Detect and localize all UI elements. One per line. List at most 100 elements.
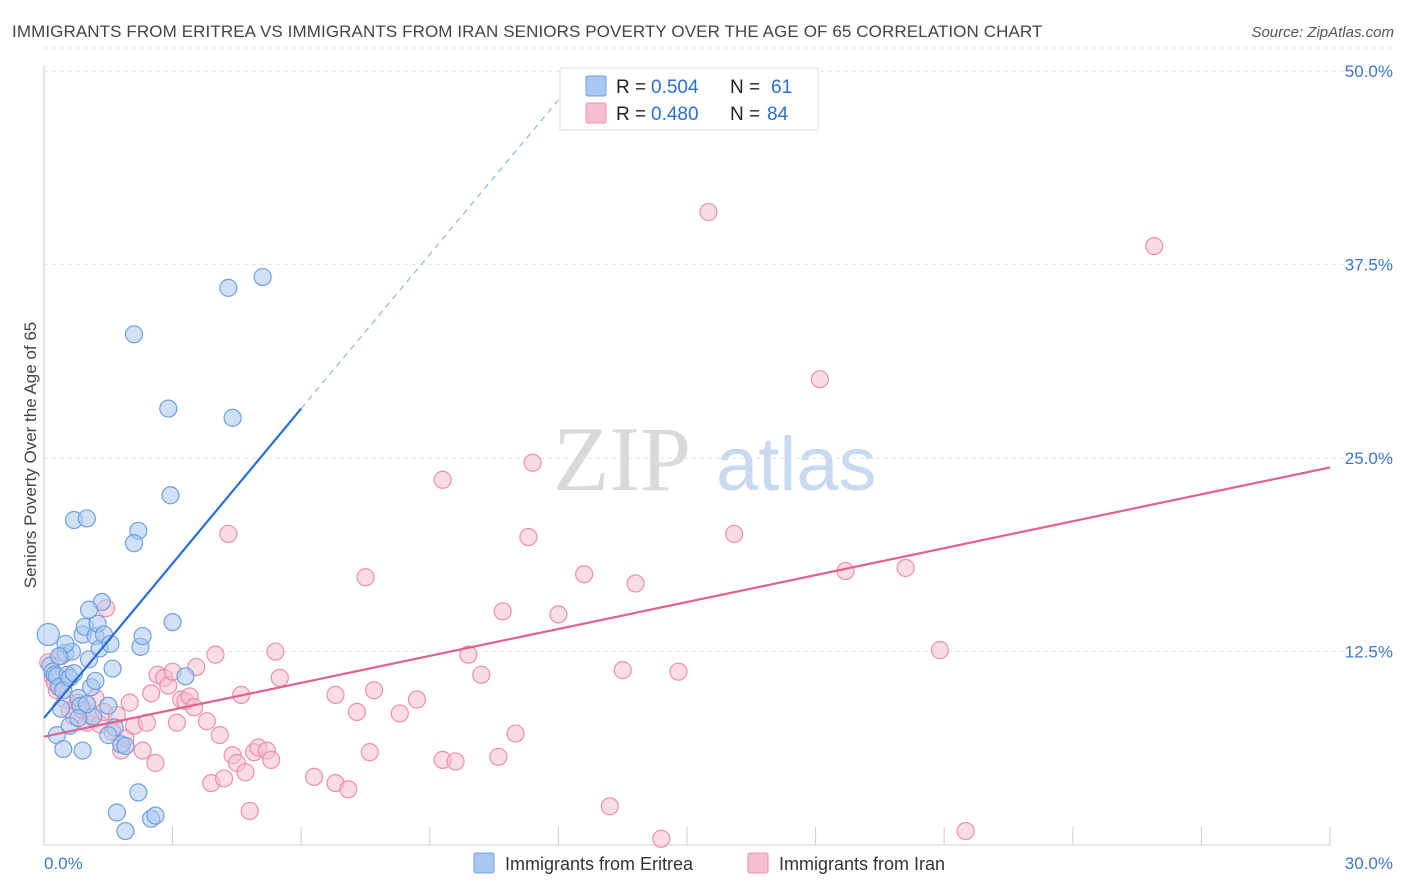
data-point [360,743,379,762]
data-point [99,726,118,745]
data-point [69,708,88,728]
bottom-legend-label-eritrea: Immigrants from Eritrea [505,854,694,874]
data-point [116,736,135,756]
data-point [956,821,975,841]
watermark: ZIP atlas [553,408,877,510]
chart-title: IMMIGRANTS FROM ERITREA VS IMMIGRANTS FR… [12,22,1043,41]
data-point [459,645,478,664]
legend-bottom: Immigrants from Eritrea Immigrants from … [473,852,945,874]
data-point [523,453,542,472]
data-point [219,524,238,544]
gridlines [44,47,1392,653]
data-point [146,806,165,825]
data-point [930,640,950,660]
data-point [390,704,409,723]
data-point [107,803,126,822]
data-point [262,750,281,769]
data-point [133,741,152,760]
trend-line-extension [300,73,581,409]
watermark-zip: ZIP [553,408,691,510]
legend-n-value-eritrea: 61 [771,77,792,98]
data-point [133,626,152,646]
legend-r-label-eritrea: R = [616,77,646,98]
data-point [197,712,216,731]
data-point [210,726,229,745]
data-point [339,780,358,799]
data-point [253,267,272,287]
data-point [669,662,688,681]
data-point [86,671,105,691]
data-point [699,202,718,222]
y-tick-label: 25.0% [1345,449,1393,468]
chart-source: Source: ZipAtlas.com [1251,24,1394,41]
legend-swatch-eritrea [585,75,607,97]
data-point [270,668,289,687]
data-point [159,399,178,418]
y-tick-labels: 12.5% 25.0% 37.5% 50.0% [1345,62,1393,661]
series-iran-points [39,202,1164,848]
data-point [206,645,225,664]
data-point [73,741,92,760]
data-point [407,690,427,709]
data-point [99,696,118,715]
data-point [240,801,259,821]
legend-swatch-iran [585,102,607,124]
data-point [489,747,508,766]
data-point [36,622,60,647]
data-point [236,763,255,782]
data-point [446,752,465,771]
data-point [433,470,452,489]
legend-r-value-eritrea: 0.504 [651,77,699,98]
data-point [52,699,71,718]
data-point [326,685,345,704]
y-tick-label: 12.5% [1345,643,1393,662]
data-point [626,574,645,593]
data-point [163,613,182,632]
data-point [77,695,96,714]
data-point [116,821,135,841]
legend-n-label-iran: N = [730,104,760,125]
data-point [142,684,161,703]
y-axis-label: Seniors Poverty Over the Age of 65 [21,322,40,588]
data-point [472,665,491,684]
legend-top: R = 0.504 N = 61 R = 0.480 N = 84 [559,67,819,131]
data-point [600,797,619,816]
data-point [519,527,538,547]
data-point [1145,236,1164,256]
data-point [161,486,180,505]
watermark-atlas: atlas [716,422,877,507]
x-tick-marks [43,827,1331,845]
data-point [549,605,568,624]
trend-line [43,466,1331,738]
data-point [167,713,186,732]
data-point [266,642,285,661]
trend-lines [43,73,1331,738]
data-point [725,524,744,544]
data-point [304,767,324,787]
bottom-legend-swatch-iran [747,852,769,874]
data-point [54,739,73,759]
data-point [124,534,144,553]
bottom-legend-label-iran: Immigrants from Iran [779,854,945,874]
data-point [347,702,367,722]
data-point [176,667,195,686]
x-tick-label-min: 0.0% [44,854,83,873]
data-point [506,724,525,743]
data-point [214,769,234,788]
series-eritrea-points [36,267,272,841]
data-point [124,325,144,344]
data-point [103,659,122,678]
data-point [120,693,139,712]
data-point [77,509,96,528]
data-point [575,565,594,584]
data-point [652,829,671,848]
data-point [356,568,375,587]
data-point [49,647,69,666]
legend-n-value-iran: 84 [767,104,789,125]
trend-line [43,407,303,719]
data-point [79,650,99,669]
legend-n-label-eritrea: N = [730,77,760,98]
data-point [146,753,165,773]
data-point [223,408,242,427]
data-point [810,370,829,389]
